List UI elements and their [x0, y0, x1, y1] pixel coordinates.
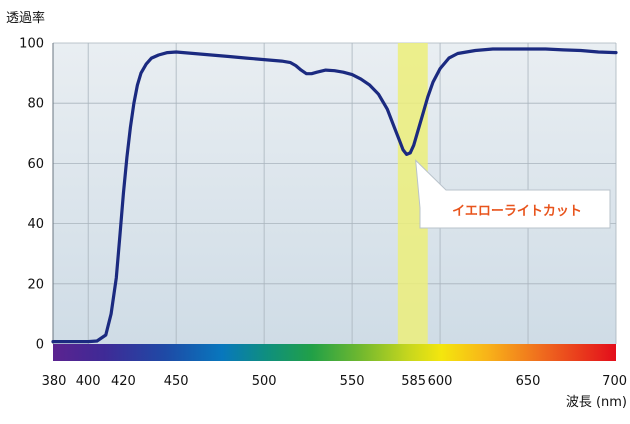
x-tick-label: 380 — [42, 374, 67, 389]
x-axis-title: 波長 (nm) — [566, 395, 627, 410]
y-axis-title: 透過率 — [6, 10, 45, 26]
y-tick-label: 20 — [27, 277, 44, 292]
callout-box — [415, 159, 611, 229]
y-tick-label: 0 — [36, 338, 44, 353]
annotation-callout: イエローライトカット — [415, 159, 611, 229]
x-tick-label: 700 — [602, 374, 627, 389]
x-tick-label: 585 — [401, 374, 426, 389]
y-tick-label: 80 — [27, 97, 44, 112]
x-tick-label: 400 — [76, 374, 101, 389]
x-tick-label: 650 — [516, 374, 541, 389]
x-tick-label: 500 — [252, 374, 277, 389]
grid-lines — [53, 42, 617, 344]
y-tick-label: 100 — [19, 37, 44, 52]
x-tick-label: 420 — [111, 374, 136, 389]
x-tick-label: 600 — [428, 374, 453, 389]
x-tick-labels: 380 400 420 450 500 550 585 600 650 700 — [42, 374, 627, 389]
transmittance-curve — [51, 47, 618, 344]
y-tick-label: 60 — [27, 157, 44, 172]
x-tick-label: 450 — [164, 374, 189, 389]
x-tick-label: 550 — [340, 374, 365, 389]
y-tick-labels: 0 20 40 60 80 100 — [19, 37, 44, 353]
callout-text: イエローライトカット — [452, 204, 582, 219]
y-tick-label: 40 — [27, 217, 44, 232]
spectrum-bar — [53, 344, 616, 361]
